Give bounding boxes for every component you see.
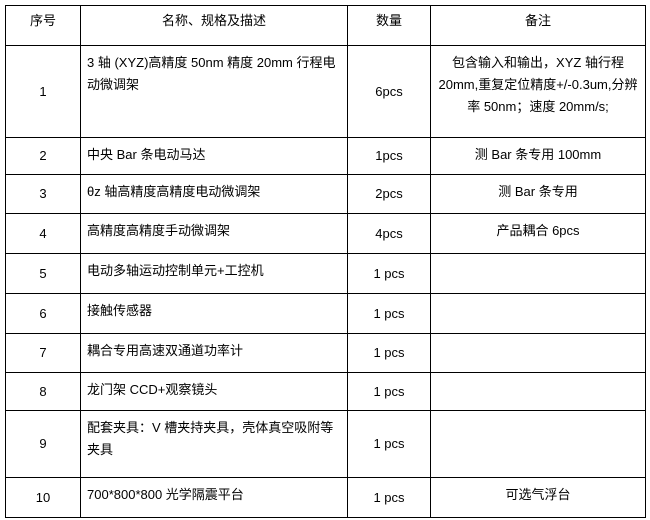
row-index: 10	[5, 477, 81, 518]
table-row: 3 θz 轴高精度高精度电动微调架 2pcs 测 Bar 条专用	[5, 174, 646, 214]
row-qty: 2pcs	[347, 174, 431, 214]
row-name: 耦合专用高速双通道功率计	[80, 333, 348, 373]
row-index: 7	[5, 333, 81, 373]
table-row: 7 耦合专用高速双通道功率计 1 pcs	[5, 333, 646, 373]
row-remark	[430, 253, 646, 294]
row-remark	[430, 410, 646, 478]
row-index: 2	[5, 137, 81, 175]
header-index: 序号	[5, 5, 81, 46]
row-name: 龙门架 CCD+观察镜头	[80, 372, 348, 411]
row-name: θz 轴高精度高精度电动微调架	[80, 174, 348, 214]
header-remark: 备注	[430, 5, 646, 46]
row-index: 8	[5, 372, 81, 411]
row-index: 3	[5, 174, 81, 214]
row-remark: 产品耦合 6pcs	[430, 213, 646, 254]
row-name: 配套夹具：V 槽夹持夹具，壳体真空吸附等夹具	[80, 410, 348, 478]
row-remark	[430, 293, 646, 334]
header-qty: 数量	[347, 5, 431, 46]
row-remark	[430, 333, 646, 373]
table-row: 8 龙门架 CCD+观察镜头 1 pcs	[5, 372, 646, 411]
table-row: 6 接触传感器 1 pcs	[5, 293, 646, 334]
row-qty: 1 pcs	[347, 410, 431, 478]
row-qty: 1 pcs	[347, 253, 431, 294]
row-remark: 包含输入和输出，XYZ 轴行程 20mm,重复定位精度+/-0.3um,分辨率 …	[430, 45, 646, 138]
row-index: 4	[5, 213, 81, 254]
row-qty: 1 pcs	[347, 333, 431, 373]
row-name: 3 轴 (XYZ)高精度 50nm 精度 20mm 行程电动微调架	[80, 45, 348, 138]
table-row: 5 电动多轴运动控制单元+工控机 1 pcs	[5, 253, 646, 294]
table-row: 4 高精度高精度手动微调架 4pcs 产品耦合 6pcs	[5, 213, 646, 254]
row-qty: 1 pcs	[347, 477, 431, 518]
row-index: 6	[5, 293, 81, 334]
row-remark: 测 Bar 条专用	[430, 174, 646, 214]
row-qty: 6pcs	[347, 45, 431, 138]
table-row: 10 700*800*800 光学隔震平台 1 pcs 可选气浮台	[5, 477, 646, 518]
row-name: 700*800*800 光学隔震平台	[80, 477, 348, 518]
table-row: 2 中央 Bar 条电动马达 1pcs 测 Bar 条专用 100mm	[5, 137, 646, 175]
row-name: 电动多轴运动控制单元+工控机	[80, 253, 348, 294]
row-remark: 测 Bar 条专用 100mm	[430, 137, 646, 175]
row-remark	[430, 372, 646, 411]
row-qty: 1 pcs	[347, 372, 431, 411]
table-row: 9 配套夹具：V 槽夹持夹具，壳体真空吸附等夹具 1 pcs	[5, 410, 646, 478]
table-header-row: 序号 名称、规格及描述 数量 备注	[5, 5, 646, 46]
row-index: 9	[5, 410, 81, 478]
row-qty: 1pcs	[347, 137, 431, 175]
row-qty: 1 pcs	[347, 293, 431, 334]
header-name: 名称、规格及描述	[80, 5, 348, 46]
row-name: 接触传感器	[80, 293, 348, 334]
row-remark: 可选气浮台	[430, 477, 646, 518]
row-index: 5	[5, 253, 81, 294]
row-name: 高精度高精度手动微调架	[80, 213, 348, 254]
row-index: 1	[5, 45, 81, 138]
row-name: 中央 Bar 条电动马达	[80, 137, 348, 175]
row-qty: 4pcs	[347, 213, 431, 254]
